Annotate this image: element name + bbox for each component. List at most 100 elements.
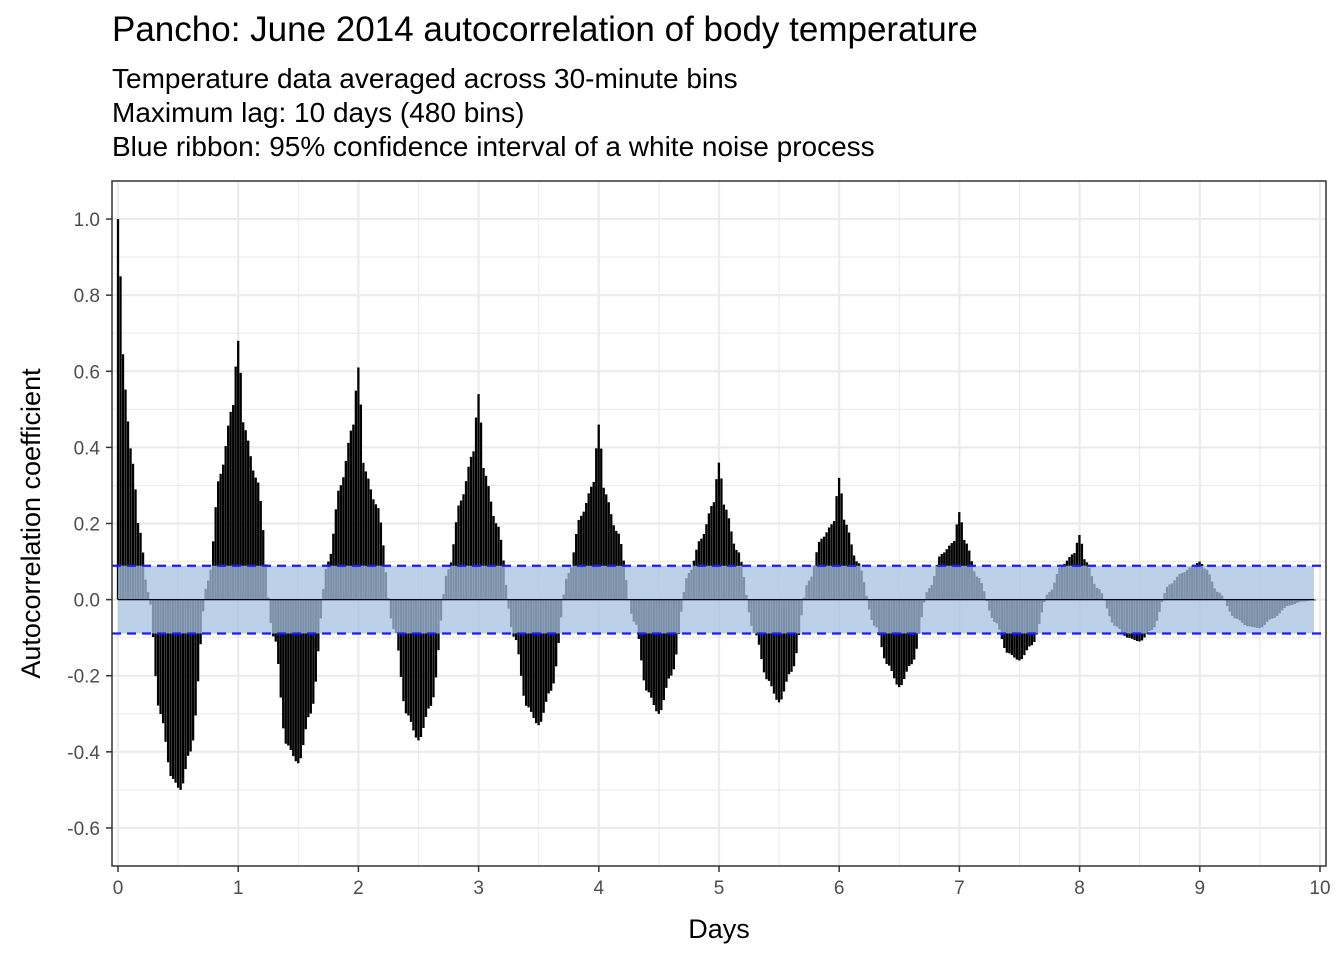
acf-bar <box>459 500 463 600</box>
y-tick-label: -0.4 <box>67 743 100 764</box>
acf-bar <box>893 599 896 679</box>
acf-bar <box>254 477 257 600</box>
acf-bar <box>136 523 140 600</box>
acf-bar <box>607 502 610 600</box>
acf-bar <box>342 477 345 600</box>
acf-bar <box>1313 599 1316 601</box>
acf-bar <box>219 473 222 600</box>
acf-bar <box>237 340 240 600</box>
acf-bar <box>227 425 230 600</box>
acf-bar <box>705 524 708 600</box>
acf-bar <box>224 446 227 600</box>
acf-bar <box>309 599 312 714</box>
acf-bar <box>189 599 192 752</box>
acf-bar <box>712 502 716 600</box>
acf-bar <box>842 519 846 600</box>
acf-bar <box>522 599 525 696</box>
acf-bar <box>830 524 833 600</box>
acf-bar <box>587 493 590 600</box>
acf-bar <box>289 599 292 751</box>
acf-bar <box>217 481 220 600</box>
acf-bar <box>547 599 550 694</box>
acf-bar <box>524 599 528 706</box>
acf-bar <box>422 599 425 728</box>
acf-bar <box>782 599 786 692</box>
acf-bar <box>402 599 405 702</box>
acf-bar <box>955 524 958 600</box>
acf-bar <box>121 354 125 600</box>
acf-bar <box>372 499 375 600</box>
chart-title: Pancho: June 2014 autocorrelation of bod… <box>112 10 978 49</box>
acf-bar <box>610 514 613 600</box>
acf-bar <box>297 599 300 764</box>
acf-bar <box>642 599 645 681</box>
acf-bar <box>762 599 766 673</box>
acf-bar <box>312 599 315 704</box>
acf-bar <box>417 599 420 741</box>
acf-bar <box>650 599 653 698</box>
acf-bar <box>304 599 307 730</box>
acf-bar <box>379 522 383 600</box>
acf-bar <box>432 599 435 698</box>
acf-bar <box>232 404 235 600</box>
acf-bar <box>600 448 603 600</box>
acf-bar <box>407 599 410 716</box>
acf-bar <box>960 522 963 600</box>
acf-bar <box>154 599 157 677</box>
acf-bar <box>412 599 415 731</box>
acf-bar <box>770 599 773 687</box>
acf-bar <box>129 448 132 600</box>
acf-bar <box>377 508 380 600</box>
acf-bar <box>582 511 585 600</box>
acf-bar <box>424 599 428 717</box>
acf-bar <box>665 599 668 688</box>
acf-bar <box>775 599 778 700</box>
acf-bar <box>472 451 475 600</box>
acf-bar <box>489 501 493 600</box>
acf-bar <box>772 599 776 694</box>
acf-bar <box>542 599 545 713</box>
acf-bar <box>780 599 783 700</box>
acf-bar <box>354 390 358 600</box>
acf-bar <box>519 599 523 676</box>
acf-bar <box>161 599 165 724</box>
x-tick-label: 5 <box>714 878 725 899</box>
acf-bar <box>259 501 262 600</box>
acf-bar <box>464 481 468 600</box>
acf-bar <box>657 599 660 714</box>
acf-bar <box>487 486 490 600</box>
acf-bar <box>344 460 348 600</box>
x-axis-title: Days <box>688 914 750 944</box>
acf-bar <box>409 599 413 722</box>
acf-bar <box>660 599 663 711</box>
acf-bar <box>284 599 287 744</box>
acf-bar <box>186 599 190 756</box>
acf-bar <box>469 456 473 600</box>
acf-bar <box>710 505 713 600</box>
y-tick-label: -0.2 <box>67 667 100 688</box>
acf-bar <box>191 599 195 741</box>
x-tick-label: 7 <box>954 878 965 899</box>
acf-bar <box>494 523 498 600</box>
chart-subtitle-line-3: Blue ribbon: 95% confidence interval of … <box>112 131 875 162</box>
acf-bar <box>662 599 665 701</box>
acf-bar <box>790 599 793 672</box>
acf-bar <box>369 489 373 600</box>
acf-bar <box>181 599 185 784</box>
acf-bar <box>602 487 605 600</box>
acf-bar <box>159 599 162 715</box>
acf-bar <box>477 394 480 600</box>
acf-bar <box>958 512 961 600</box>
acf-bar <box>727 518 731 600</box>
acf-bar <box>134 489 137 600</box>
acf-bar <box>399 599 403 677</box>
acf-bar <box>229 411 232 600</box>
acf-bar <box>434 599 438 678</box>
acf-bar <box>527 599 530 708</box>
acf-bar <box>194 599 197 716</box>
acf-bar <box>577 519 580 600</box>
chart-subtitle-line-1: Temperature data averaged across 30-minu… <box>112 63 738 94</box>
acf-bar <box>184 599 187 770</box>
acf-bar <box>482 468 485 600</box>
